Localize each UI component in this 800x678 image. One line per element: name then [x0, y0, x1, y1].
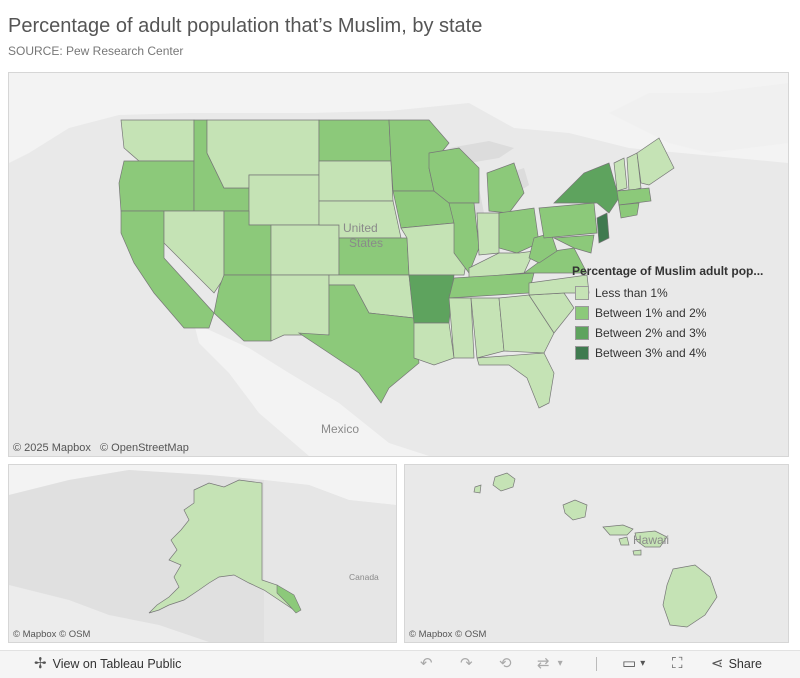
- state-arizona: [213, 274, 272, 342]
- state-arkansas: [408, 274, 455, 324]
- state-nevada: [163, 210, 225, 294]
- alaska-map[interactable]: Canada © Mapbox © OSM: [8, 464, 397, 643]
- state-mississippi: [448, 297, 475, 359]
- state-florida: [476, 352, 555, 409]
- legend-label: Between 1% and 2%: [595, 306, 707, 320]
- state-pennsylvania: [538, 202, 598, 239]
- island-maui: [634, 530, 668, 548]
- island-hawaii: [662, 564, 718, 628]
- tableau-toolbar: ✢ View on Tableau Public ↶ ↷ ⟲ ⇄ ▾ ▭ ▾ ⛶…: [0, 650, 800, 678]
- state-tennessee: [448, 272, 535, 299]
- island-kauai: [492, 472, 516, 492]
- source-note: SOURCE: Pew Research Center: [8, 44, 184, 58]
- legend-swatch: [575, 326, 589, 340]
- toolbar-divider: [596, 657, 597, 671]
- alaska-map-attribution[interactable]: © Mapbox © OSM: [13, 629, 91, 640]
- legend-item[interactable]: Between 3% and 4%: [575, 343, 772, 363]
- legend-swatch: [575, 346, 589, 360]
- legend-item[interactable]: Between 2% and 3%: [575, 323, 772, 343]
- state-connecticut: [618, 202, 640, 219]
- state-oregon: [118, 160, 195, 212]
- main-map[interactable]: United States Mexico © 2025 Mapbox © Ope…: [8, 72, 789, 457]
- island-molokai: [602, 524, 634, 536]
- main-map-canvas: [9, 73, 788, 456]
- label-canada: Canada: [349, 572, 379, 582]
- chevron-down-icon: ▾: [640, 658, 646, 669]
- state-indiana: [476, 212, 500, 256]
- refresh-icon: ⇄: [537, 655, 550, 672]
- state-maine: [636, 137, 675, 186]
- state-louisiana: [413, 322, 455, 366]
- state-south-dakota: [318, 160, 394, 202]
- tableau-logo-icon: ✢: [34, 655, 47, 672]
- fullscreen-icon: ⛶: [672, 655, 683, 672]
- state-vermont: [613, 157, 628, 192]
- chevron-down-icon: ▾: [557, 658, 563, 669]
- legend-label: Between 2% and 3%: [595, 326, 707, 340]
- legend-item[interactable]: Between 1% and 2%: [575, 303, 772, 323]
- share-label: Share: [728, 656, 762, 671]
- state-wyoming: [248, 174, 320, 226]
- redo-button[interactable]: ↷: [460, 656, 473, 671]
- island-oahu: [562, 499, 588, 521]
- legend-label: Between 3% and 4%: [595, 346, 707, 360]
- share-button[interactable]: ⋖ Share: [711, 656, 762, 671]
- island-niihau: [473, 484, 482, 494]
- island-lanai: [618, 536, 630, 546]
- label-hawaii: Hawaii: [633, 533, 670, 547]
- undo-icon: ↶: [420, 655, 433, 672]
- download-icon: ▭: [622, 655, 637, 672]
- mapbox-link[interactable]: © 2025 Mapbox: [13, 442, 91, 454]
- state-texas: [297, 284, 420, 404]
- view-on-tableau-label: View on Tableau Public: [52, 656, 182, 671]
- redo-icon: ↷: [460, 655, 473, 672]
- state-washington: [120, 119, 195, 162]
- state-maryland: [552, 234, 595, 254]
- label-states: States: [349, 236, 384, 250]
- island-kahoolawe: [632, 549, 642, 556]
- hawaii-map-canvas: [473, 472, 718, 628]
- state-new-mexico: [270, 274, 330, 342]
- revert-button[interactable]: ⟲: [499, 656, 512, 671]
- state-ohio: [498, 207, 540, 254]
- refresh-button[interactable]: ⇄ ▾: [537, 656, 563, 671]
- legend-label: Less than 1%: [595, 286, 668, 300]
- undo-button[interactable]: ↶: [420, 656, 433, 671]
- main-map-attribution[interactable]: © 2025 Mapbox © OpenStreetMap: [13, 442, 189, 454]
- revert-icon: ⟲: [499, 655, 512, 672]
- fullscreen-button[interactable]: ⛶: [672, 656, 683, 671]
- download-button[interactable]: ▭ ▾: [622, 656, 645, 671]
- legend-swatch: [575, 306, 589, 320]
- legend: Percentage of Muslim adult pop... Less t…: [572, 264, 772, 363]
- alaska-map-canvas: [9, 465, 396, 642]
- hawaii-map[interactable]: Hawaii © Mapbox © OSM: [404, 464, 789, 643]
- view-on-tableau-button[interactable]: ✢ View on Tableau Public: [34, 656, 181, 671]
- label-mexico: Mexico: [321, 422, 360, 436]
- share-icon: ⋖: [711, 655, 724, 672]
- state-michigan: [486, 162, 525, 214]
- legend-item[interactable]: Less than 1%: [575, 283, 772, 303]
- label-united: United: [343, 221, 378, 235]
- legend-title: Percentage of Muslim adult pop...: [572, 264, 764, 278]
- state-massachusetts: [616, 187, 652, 206]
- state-georgia: [498, 294, 555, 354]
- hawaii-map-attribution[interactable]: © Mapbox © OSM: [409, 629, 487, 640]
- legend-swatch: [575, 286, 589, 300]
- page-title: Percentage of adult population that’s Mu…: [8, 15, 483, 37]
- state-alabama: [470, 297, 505, 359]
- state-alaska: [148, 479, 300, 614]
- state-new-jersey: [596, 212, 610, 244]
- osm-link[interactable]: © OpenStreetMap: [100, 442, 189, 454]
- state-north-dakota: [318, 119, 392, 162]
- state-colorado: [270, 224, 340, 276]
- state-new-hampshire: [626, 152, 642, 192]
